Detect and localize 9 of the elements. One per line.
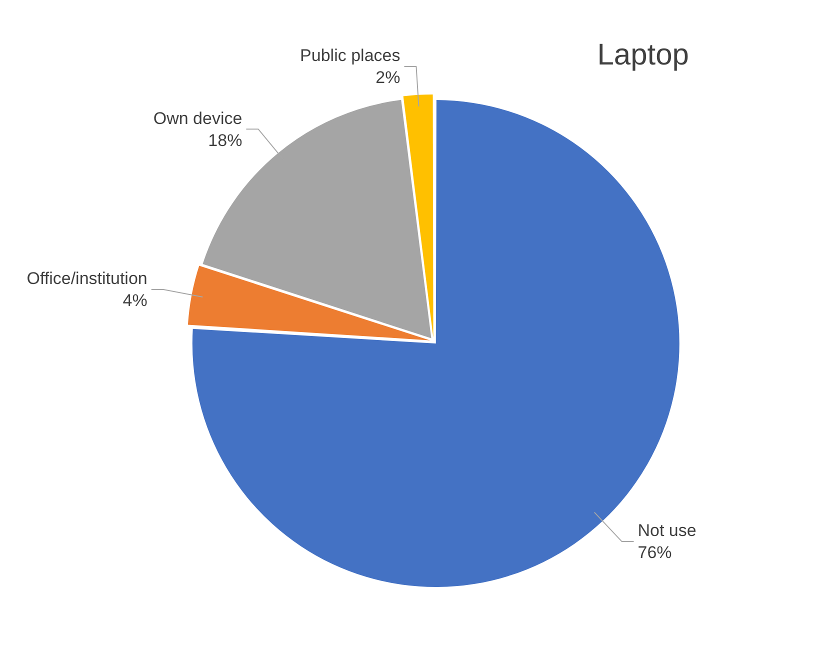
data-label: 4% xyxy=(122,291,148,310)
slice-label: Public places xyxy=(300,46,400,66)
slice-label: Not use xyxy=(638,521,696,540)
chart-title: Laptop xyxy=(597,38,689,72)
slice-label: Own device xyxy=(153,108,242,128)
slice-label: Office/institution xyxy=(26,269,148,288)
data-label: 76% xyxy=(638,543,672,562)
data-label: 2% xyxy=(376,68,400,88)
data-label: 18% xyxy=(208,130,242,150)
